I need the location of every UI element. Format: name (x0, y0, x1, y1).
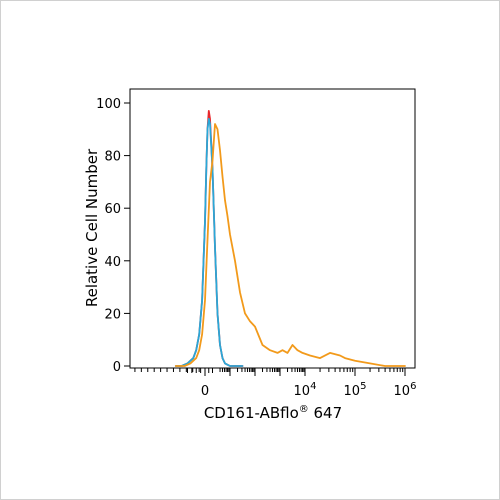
series-line-1 (174, 110, 244, 367)
x-axis-label: CD161-ABflo® 647 (204, 404, 342, 422)
x-tick-label: 106 (394, 381, 417, 399)
y-tick-label: 80 (104, 150, 121, 165)
y-tick-label: 60 (104, 202, 121, 217)
series-line-2 (174, 117, 244, 367)
x-tick-label: 105 (344, 381, 367, 399)
x-axis-label-suffix: 647 (309, 404, 342, 422)
x-tick-label: 0 (201, 384, 209, 399)
x-axis: 0 104 105 106 (134, 368, 417, 399)
plot-area-frame (129, 88, 416, 369)
y-axis-label: Relative Cell Number (83, 148, 101, 307)
y-tick-label: 0 (113, 360, 121, 375)
y-tick-label: 40 (104, 255, 121, 270)
y-tick-label: 100 (96, 97, 121, 112)
x-tick-label: 104 (294, 381, 317, 399)
x-axis-label-main: CD161-ABflo (204, 404, 299, 422)
x-axis-label-sup: ® (299, 404, 309, 415)
series-line-3 (174, 123, 406, 367)
y-tick-label: 20 (104, 307, 121, 322)
y-axis: 0 20 40 60 80 100 (96, 97, 130, 375)
series-layer (174, 110, 406, 367)
